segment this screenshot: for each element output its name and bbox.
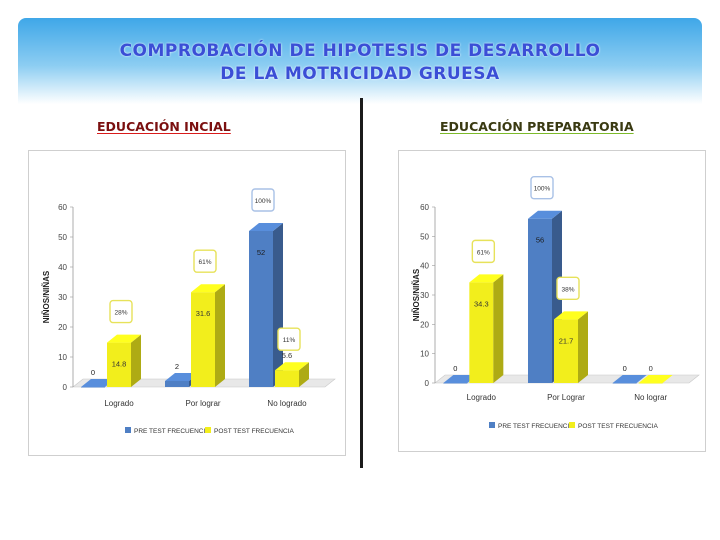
y-axis-title: NIÑOS/NIÑAS <box>42 270 51 323</box>
percent-callout-box <box>530 176 554 200</box>
heading-educacion-inicial: EDUCACIÓN INCIAL <box>97 119 231 134</box>
bar-front <box>275 370 299 387</box>
bar-chart-preparatoria: 0 10 20 30 40 50 60 NIÑOS/NIÑAS Logrado 0 34.3 61% P… <box>412 176 700 430</box>
bar-front <box>443 383 468 384</box>
bar-top <box>528 210 562 219</box>
x-category-label: No logrado <box>267 399 307 408</box>
y-tick-label: 30 <box>420 291 429 300</box>
bar-side <box>493 274 504 383</box>
percent-callout-label: 61% <box>477 249 490 256</box>
bar-side <box>273 223 283 387</box>
legend-label: POST TEST FRECUENCIA <box>214 428 294 435</box>
y-tick-label: 50 <box>420 232 429 241</box>
percent-callout-label: 100% <box>534 186 551 193</box>
bar-top <box>638 375 673 383</box>
bar-side <box>299 362 309 387</box>
y-tick-label: 20 <box>58 323 67 332</box>
bar-value-label: 56 <box>536 236 544 245</box>
bar-top <box>275 362 309 371</box>
bar-value-label: 52 <box>257 248 265 257</box>
slide-title-line-2: DE LA MOTRICIDAD GRUESA <box>220 64 500 84</box>
percent-callout-box <box>109 299 133 324</box>
legend-label: PRE TEST FRECUENCIA <box>498 423 574 430</box>
y-tick-label: 0 <box>425 379 430 388</box>
bar-value-label: 0 <box>649 364 653 373</box>
legend-label: PRE TEST FRECUENCIA <box>134 428 210 435</box>
y-tick-label: 10 <box>420 350 429 359</box>
bar-front <box>249 231 273 387</box>
bar-value-label: 21.7 <box>559 336 574 345</box>
slide-title-line-1: COMPROBACIÓN DE HIPOTESIS DE DESARROLLO <box>119 41 601 61</box>
percent-callout-label: 38% <box>561 286 574 293</box>
bar-front <box>191 292 215 387</box>
bar-front <box>638 383 663 384</box>
bar-value-label: 2 <box>175 362 179 371</box>
bar-top <box>249 223 283 231</box>
percent-callout-box <box>556 276 580 301</box>
bar-side <box>215 284 225 387</box>
bar-front <box>81 387 105 388</box>
bar-top <box>443 375 478 383</box>
bar-value-label: 31.6 <box>196 309 211 318</box>
heading-educacion-preparatoria: EDUCACIÓN PREPARATORIA <box>440 119 634 134</box>
x-category-label: Por Lograr <box>547 393 585 402</box>
bar-side <box>131 334 141 387</box>
percent-callout-label: 28% <box>114 310 127 317</box>
bar-front <box>612 383 637 384</box>
y-tick-label: 0 <box>63 383 68 392</box>
bar-value-label: 0 <box>623 364 627 373</box>
y-tick-label: 50 <box>58 233 67 242</box>
bar-front <box>554 319 578 383</box>
legend-label: POST TEST FRECUENCIA <box>578 423 658 430</box>
percent-callout-label: 61% <box>198 259 211 266</box>
percent-callout-label: 100% <box>255 198 272 205</box>
bar-value-label: 5.6 <box>282 351 292 360</box>
percent-callout-box <box>277 327 301 351</box>
bar-top <box>191 284 225 293</box>
y-tick-label: 60 <box>58 203 67 212</box>
bar-top <box>107 334 141 343</box>
chart-panel-inicial: 0 10 20 30 40 50 60 NIÑOS/NIÑAS Logrado 0 14.8 28% P… <box>28 150 346 456</box>
y-tick-label: 40 <box>58 263 67 272</box>
percent-callout-box <box>193 249 217 273</box>
bar-top <box>81 379 115 387</box>
bar-top <box>554 311 588 320</box>
slide-title: COMPROBACIÓN DE HIPOTESIS DE DESARROLLO … <box>40 40 680 86</box>
legend-swatch <box>489 422 495 428</box>
percent-callout-label: 11% <box>283 337 296 344</box>
bar-front <box>107 342 131 387</box>
percent-callout-box <box>251 188 275 212</box>
slide-header-background <box>18 18 702 104</box>
bar-value-label: 0 <box>453 364 457 373</box>
chart-panel-preparatoria: 0 10 20 30 40 50 60 NIÑOS/NIÑAS Logrado 0 34.3 61% P… <box>398 150 706 452</box>
bar-value-label: 34.3 <box>474 299 489 308</box>
vertical-divider <box>360 98 363 468</box>
x-category-label: Logrado <box>467 393 497 402</box>
y-tick-label: 20 <box>420 320 429 329</box>
y-axis-title: NIÑOS/NIÑAS <box>412 268 421 321</box>
legend-swatch <box>569 422 575 428</box>
y-tick-label: 10 <box>58 353 67 362</box>
legend-swatch <box>125 427 131 433</box>
x-category-label: Por lograr <box>185 399 220 408</box>
bar-top <box>165 373 199 381</box>
bar-side <box>578 311 588 383</box>
bar-top <box>469 274 504 283</box>
legend-swatch <box>205 427 211 433</box>
percent-callout-box <box>471 239 496 264</box>
bar-front <box>528 218 552 383</box>
y-tick-label: 30 <box>58 293 67 302</box>
bar-chart-inicial: 0 10 20 30 40 50 60 NIÑOS/NIÑAS Logrado 0 14.8 28% P… <box>42 188 336 435</box>
x-category-label: Logrado <box>104 399 134 408</box>
bar-front <box>469 282 494 383</box>
y-tick-label: 60 <box>420 203 429 212</box>
bar-value-label: 14.8 <box>112 360 127 369</box>
x-category-label: No lograr <box>634 393 667 402</box>
bar-top <box>612 375 647 383</box>
y-tick-label: 40 <box>420 262 429 271</box>
bar-front <box>165 381 189 387</box>
bar-value-label: 0 <box>91 368 95 377</box>
